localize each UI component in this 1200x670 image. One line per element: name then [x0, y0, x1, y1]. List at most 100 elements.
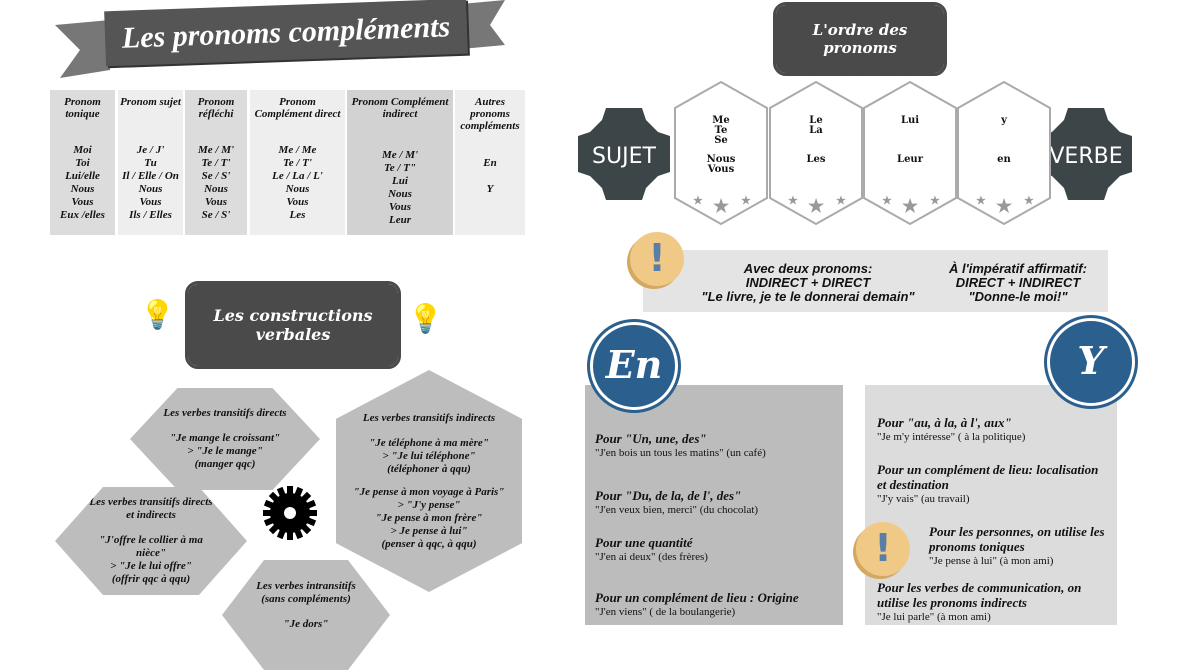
pronoun: Leur — [897, 154, 923, 165]
construction-transitive-indirect: Les verbes transitifs indirects "Je télé… — [336, 370, 522, 592]
construction-title: Les verbes transitifs directs — [163, 407, 287, 419]
rule-heading: Pour un complément de lieu : Origine — [595, 590, 799, 605]
column-header: Autres pronoms compléments — [460, 96, 520, 132]
lightbulb-icon: 💡 — [140, 298, 175, 331]
rule-heading: Pour "Du, de la, de l', des" — [595, 488, 742, 503]
order-slot: ★ ★ ★ Me Te Se Nous Vous — [673, 80, 769, 226]
cell: Te / T' — [283, 157, 312, 169]
example: (penser à qqc, à qqu) — [381, 537, 477, 550]
example: > "Je le mange" — [187, 445, 263, 457]
order-note: Avec deux pronoms: INDIRECT + DIRECT "Le l… — [643, 250, 1108, 312]
column-header: Pronom tonique — [64, 96, 101, 120]
cell: Me / M' — [381, 149, 419, 161]
pronoun: Te — [714, 125, 728, 136]
note-line: DIRECT + INDIRECT — [955, 275, 1081, 290]
gear-icon — [263, 486, 317, 540]
pronoun: y — [1001, 115, 1007, 126]
example: > Je pense à lui" — [390, 524, 468, 537]
cell: Ils / Elles — [129, 209, 172, 221]
pronoun: La — [809, 125, 823, 136]
cell: Nous — [285, 183, 310, 195]
example: (offrir qqc à qqu) — [111, 573, 191, 585]
note-imperative: À l'impératif affirmatif: DIRECT + INDIRE… — [928, 262, 1108, 304]
rule-example: "J'en veux bien, merci" (du chocolat) — [595, 504, 759, 516]
cell: Leur — [389, 214, 411, 226]
pronoun: Nous — [706, 154, 736, 165]
y-badge: Y — [1044, 315, 1138, 409]
cell: Vous — [286, 196, 309, 208]
rule-example: "J'en viens" ( de la boulangerie) — [595, 606, 736, 618]
rule-example: "J'en ai deux" (des frères) — [595, 551, 708, 563]
rule-heading: Pour "au, à la, à l', aux" — [877, 415, 1012, 430]
cell: Je / J' — [136, 144, 165, 156]
cell: Il / Elle / On — [122, 170, 179, 182]
table-column: Pronom Complément direct Me / Me Te / T' L… — [250, 90, 345, 235]
table-column: Pronom tonique Moi Toi Lui/elle Nous Vous Eux… — [50, 90, 115, 235]
note-line: INDIRECT + DIRECT — [745, 275, 871, 290]
example: "Je mange le croissant" — [169, 432, 281, 444]
construction-title: Les verbes transitifs indirects — [362, 411, 496, 424]
pronoun: Se — [714, 135, 728, 146]
cell: Te / T' — [201, 157, 231, 169]
column-header: Pronom Complément direct — [254, 96, 341, 120]
cell: Nous — [388, 188, 412, 200]
cell: Nous — [138, 183, 163, 195]
column-header: Pronom réfléchi — [197, 96, 235, 120]
rule-example: "Je pense à lui" (à mon ami) — [929, 555, 1054, 567]
example: > "Je lui téléphone" — [382, 449, 476, 462]
example: "Je dors" — [283, 618, 329, 630]
verb-label: VERBE — [1049, 144, 1123, 169]
cell: Se / S' — [201, 209, 231, 221]
cell: Me / M' — [197, 144, 235, 156]
cell: Nous — [204, 183, 228, 195]
star-icon: ★ — [902, 196, 919, 217]
cell: Vous — [204, 196, 228, 208]
gear-icon — [578, 108, 670, 200]
example: "Je pense à mon frère" — [375, 511, 483, 524]
rule-example: "J'y vais" (au travail) — [877, 493, 970, 505]
gear-icon — [1040, 108, 1132, 200]
cell: Me / Me — [278, 144, 317, 156]
construction-title: Les verbes transitifs directs et indirec… — [89, 496, 213, 521]
cell: Les — [289, 209, 306, 221]
constructions-title: Les constructions verbales — [185, 281, 401, 369]
lightbulb-icon: 💡 — [408, 302, 443, 335]
exclamation-icon: ! — [856, 522, 910, 576]
rule-heading: Pour un complément de lieu: localisation… — [877, 462, 1099, 492]
table-column: Pronom réfléchi Me / M' Te / T' Se / S' Nou… — [185, 90, 247, 235]
cell: Tu — [144, 157, 157, 169]
table-column: Autres pronoms compléments En Y — [455, 90, 525, 235]
order-slot: ★ ★ ★ y en — [956, 80, 1052, 226]
construction-title: Les verbes intransitifs (sans complément… — [256, 580, 356, 605]
en-panel: Pour "Un, une, des" "J'en bois un tous le… — [585, 385, 843, 625]
star-icon: ★ — [930, 194, 940, 207]
pronoun: en — [997, 154, 1011, 165]
star-icon: ★ — [1024, 194, 1034, 207]
note-line: "Le livre, je te le donnerai demain" — [701, 289, 915, 304]
exclamation-icon: ! — [630, 232, 684, 286]
cell: Lui/elle — [65, 170, 100, 182]
star-icon: ★ — [788, 194, 798, 207]
rule-example: "Je lui parle" (à mon ami) — [877, 611, 991, 623]
pronoun: Me — [712, 115, 730, 126]
example: "Je téléphone à ma mère" — [369, 436, 489, 449]
hexagon-outline: ★ ★ ★ — [769, 80, 863, 226]
cell: Vous — [71, 196, 94, 208]
star-icon: ★ — [976, 194, 986, 207]
star-icon: ★ — [882, 194, 892, 207]
table-column: Pronom sujet Je / J' Tu Il / Elle / On Nous… — [118, 90, 183, 235]
subject-gear: SUJET — [578, 108, 670, 200]
example: > "Je le lui offre" — [110, 560, 192, 572]
star-icon: ★ — [693, 194, 703, 207]
column-header: Pronom Complément indirect — [351, 96, 449, 120]
example: > "J'y pense" — [397, 498, 461, 511]
rule-heading: Pour les verbes de communication, on uti… — [877, 580, 1082, 610]
order-slot: ★ ★ ★ Le La Les — [768, 80, 864, 226]
pronoun: Les — [806, 154, 826, 165]
cell: Nous — [70, 183, 95, 195]
order-slot: ★ ★ ★ Lui Leur — [862, 80, 958, 226]
cell: En — [483, 157, 497, 169]
construction-direct-indirect: Les verbes transitifs directs et indirec… — [55, 487, 247, 595]
note-two-pronouns: Avec deux pronoms: INDIRECT + DIRECT "Le l… — [688, 262, 928, 304]
rule-heading: Pour les personnes, on utilise les prono… — [929, 524, 1105, 554]
